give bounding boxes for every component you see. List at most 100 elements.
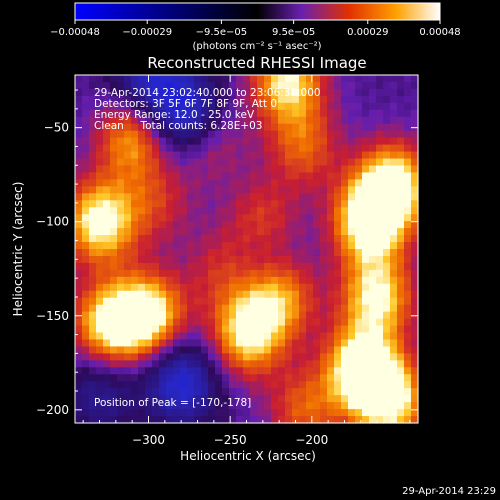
heatmap-cell — [166, 395, 174, 403]
heatmap-cell — [411, 172, 419, 180]
heatmap-cell — [264, 81, 272, 90]
heatmap-cell — [397, 193, 405, 201]
heatmap-cell — [271, 165, 279, 174]
heatmap-cell — [313, 95, 321, 104]
heatmap-cell — [299, 325, 307, 334]
heatmap-cell — [320, 311, 328, 320]
heatmap-cell — [124, 95, 132, 104]
heatmap-cell — [187, 144, 195, 153]
heatmap-cell — [103, 290, 111, 299]
info-time-range: 29-Apr-2014 23:02:40.000 to 23:06:38.000 — [94, 87, 321, 99]
heatmap-cell — [194, 249, 202, 257]
heatmap-cell — [299, 381, 307, 389]
heatmap-cell — [271, 116, 279, 125]
heatmap-cell — [159, 283, 167, 292]
heatmap-cell — [201, 137, 209, 146]
heatmap-cell — [257, 242, 265, 250]
heatmap-cell — [278, 269, 286, 278]
heatmap-cell — [145, 353, 153, 361]
heatmap-cell — [362, 214, 370, 222]
heatmap-cell — [341, 346, 349, 354]
heatmap-cell — [152, 353, 160, 361]
heatmap-cell — [96, 116, 104, 125]
heatmap-cell — [404, 360, 412, 368]
heatmap-cell — [236, 374, 244, 382]
heatmap-cell — [313, 402, 321, 410]
heatmap-cell — [278, 214, 286, 222]
heatmap-cell — [159, 318, 167, 327]
heatmap-cell — [110, 165, 118, 174]
heatmap-cell — [194, 200, 202, 208]
heatmap-cell — [117, 381, 125, 389]
y-tick-label: −50 — [44, 121, 69, 135]
heatmap-cell — [201, 388, 209, 396]
heatmap-cell — [257, 395, 265, 403]
heatmap-cell — [285, 144, 293, 153]
heatmap-cell — [334, 228, 342, 236]
heatmap-cell — [348, 228, 356, 236]
heatmap-cell — [201, 297, 209, 306]
heatmap-cell — [341, 109, 349, 118]
heatmap-cell — [257, 179, 265, 187]
heatmap-cell — [131, 88, 139, 97]
heatmap-cell — [103, 242, 111, 250]
heatmap-cell — [383, 311, 391, 320]
heatmap-cell — [82, 339, 90, 348]
heatmap-cell — [117, 144, 125, 153]
heatmap-cell — [390, 346, 398, 354]
heatmap-cell — [75, 339, 83, 348]
heatmap-cell — [278, 339, 286, 348]
heatmap-cell — [390, 221, 398, 229]
heatmap-cell — [180, 158, 188, 167]
heatmap-cell — [404, 137, 412, 146]
heatmap-cell — [117, 172, 125, 180]
heatmap-cell — [173, 158, 181, 167]
heatmap-cell — [103, 353, 111, 361]
heatmap-cell — [187, 367, 195, 375]
heatmap-cell — [89, 165, 97, 174]
heatmap-cell — [82, 416, 90, 424]
heatmap-cell — [229, 123, 237, 132]
heatmap-cell — [334, 283, 342, 292]
heatmap-cell — [152, 102, 160, 111]
heatmap-cell — [103, 165, 111, 174]
heatmap-cell — [187, 269, 195, 278]
heatmap-cell — [320, 88, 328, 97]
heatmap-cell — [152, 158, 160, 167]
heatmap-cell — [236, 339, 244, 348]
heatmap-cell — [96, 276, 104, 285]
heatmap-cell — [397, 200, 405, 208]
heatmap-cell — [187, 262, 195, 271]
heatmap-cell — [369, 402, 377, 410]
heatmap-cell — [257, 75, 265, 83]
heatmap-cell — [376, 339, 384, 348]
heatmap-cell — [411, 179, 419, 187]
heatmap-cell — [376, 374, 384, 382]
heatmap-cell — [306, 179, 314, 187]
heatmap-cell — [243, 214, 251, 222]
heatmap-cell — [383, 249, 391, 257]
heatmap-cell — [145, 165, 153, 174]
heatmap-cell — [117, 158, 125, 167]
heatmap-cell — [390, 416, 398, 424]
heatmap-cell — [236, 332, 244, 341]
heatmap-cell — [292, 102, 300, 111]
heatmap-cell — [355, 346, 363, 354]
heatmap-cell — [278, 179, 286, 187]
heatmap-cell — [320, 193, 328, 201]
heatmap-cell — [110, 304, 118, 313]
heatmap-cell — [89, 109, 97, 118]
heatmap-cell — [89, 283, 97, 292]
heatmap-cell — [285, 123, 293, 132]
heatmap-cell — [194, 269, 202, 278]
heatmap-cell — [110, 388, 118, 396]
heatmap-cell — [187, 81, 195, 90]
heatmap-cell — [159, 276, 167, 285]
heatmap-cell — [320, 95, 328, 104]
heatmap-cell — [411, 402, 419, 410]
heatmap-cell — [145, 374, 153, 382]
heatmap-cell — [222, 116, 230, 125]
heatmap-cell — [390, 130, 398, 139]
heatmap-cell — [355, 109, 363, 118]
heatmap-cell — [222, 416, 230, 424]
